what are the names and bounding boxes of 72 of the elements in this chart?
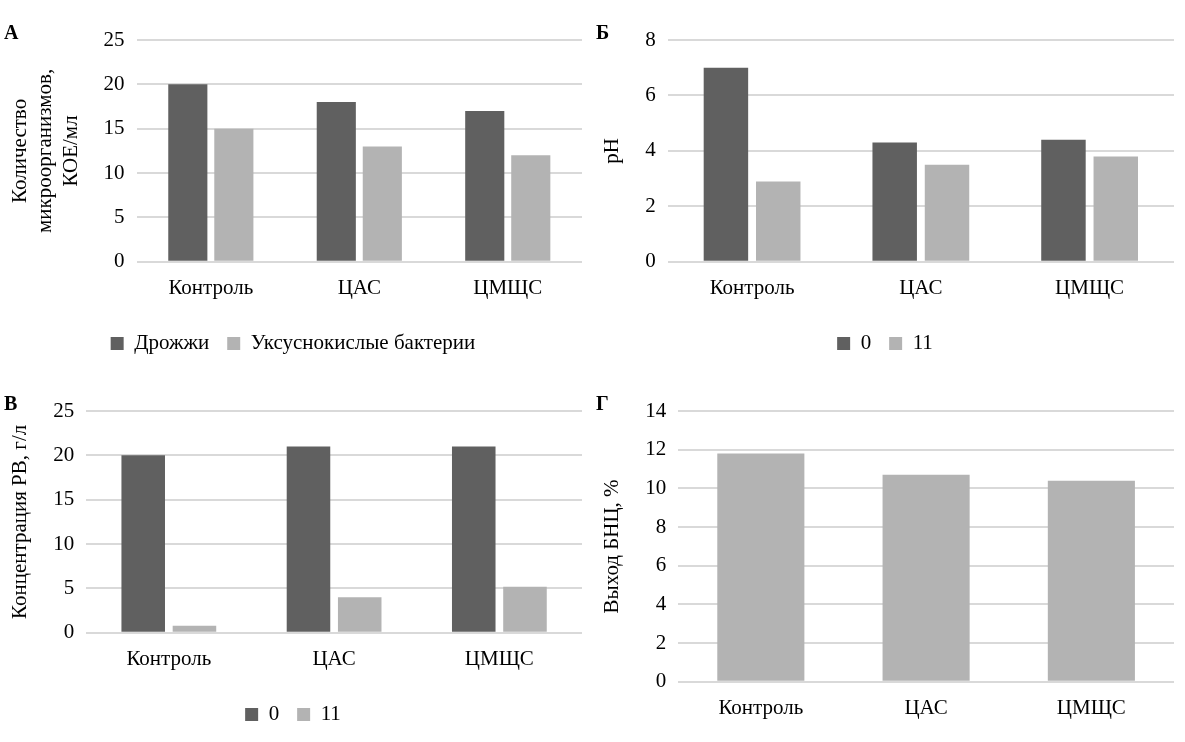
x-tick-label: ЦАС — [899, 274, 943, 299]
x-tick-label: Контроль — [168, 274, 254, 299]
y-tick-label: 2 — [655, 629, 667, 654]
legend-label: 11 — [320, 701, 341, 726]
legend-label: 11 — [912, 330, 933, 355]
bar — [168, 84, 208, 261]
y-axis-title: Выход БНЦ, % — [599, 479, 624, 614]
x-tick-label: ЦМЩС — [464, 645, 534, 670]
chart-title: А — [4, 21, 19, 44]
y-axis-title: Количество микроорганизмов, КОЕ/мл — [7, 68, 82, 233]
y-tick-label: 10 — [103, 159, 125, 184]
x-tick-label: ЦМЩС — [1055, 274, 1125, 299]
y-tick-label: 12 — [645, 436, 667, 461]
bar — [511, 155, 551, 261]
bar — [503, 586, 547, 632]
x-tick-label: ЦАС — [312, 645, 356, 670]
y-tick-label: 0 — [655, 668, 667, 693]
y-tick-label: 20 — [53, 441, 75, 466]
y-axis-title: pH — [599, 138, 624, 164]
y-tick-label: 5 — [114, 203, 125, 228]
bar — [756, 181, 801, 261]
y-tick-label: 20 — [103, 70, 125, 95]
bar — [465, 110, 505, 261]
x-tick-label: ЦМЩС — [1056, 694, 1126, 719]
bar — [214, 128, 254, 261]
bar — [1041, 139, 1086, 261]
y-tick-label: 6 — [645, 81, 656, 106]
y-tick-label: 25 — [103, 26, 125, 51]
bar — [882, 474, 970, 681]
bar — [451, 446, 496, 632]
y-tick-label: 25 — [53, 397, 75, 422]
bar — [121, 455, 165, 632]
y-tick-label: 14 — [645, 397, 667, 422]
bar — [362, 146, 402, 261]
bar — [316, 102, 356, 261]
y-tick-label: 8 — [655, 513, 667, 538]
bar — [872, 142, 917, 261]
bar — [703, 67, 749, 261]
x-tick-label: ЦМЩС — [473, 274, 543, 299]
y-tick-label: 4 — [645, 137, 657, 162]
legend-label: 0 — [860, 330, 872, 355]
x-tick-label: ЦАС — [904, 694, 948, 719]
bar — [1047, 480, 1135, 681]
y-tick-label: 6 — [655, 552, 667, 577]
legend-label: Дрожжи — [134, 330, 210, 355]
y-tick-label: 0 — [63, 619, 75, 644]
bar — [286, 446, 331, 632]
chart-title: В — [4, 392, 18, 415]
y-tick-label: 15 — [53, 486, 75, 511]
y-tick-label: 10 — [645, 474, 667, 499]
legend-label: 0 — [268, 701, 280, 726]
bar — [172, 625, 217, 632]
y-tick-label: 2 — [645, 192, 656, 217]
chart-title: Г — [596, 392, 609, 415]
bar — [1093, 156, 1139, 261]
bar — [337, 597, 382, 632]
y-axis-title: Концентрация РВ, г/л — [7, 424, 32, 620]
y-tick-label: 10 — [53, 530, 75, 555]
x-tick-label: Контроль — [718, 694, 804, 719]
x-tick-label: Контроль — [126, 645, 212, 670]
x-tick-label: Контроль — [709, 274, 795, 299]
y-tick-label: 0 — [645, 248, 656, 273]
bar — [717, 453, 805, 681]
y-tick-label: 0 — [114, 248, 125, 273]
y-tick-label: 5 — [63, 574, 75, 599]
x-tick-label: ЦАС — [337, 274, 381, 299]
y-tick-label: 8 — [645, 26, 656, 51]
legend-label: Уксуснокислые бактерии — [250, 330, 476, 355]
chart-title: Б — [596, 21, 610, 44]
bar — [924, 164, 970, 261]
y-tick-label: 4 — [655, 590, 667, 615]
y-tick-label: 15 — [103, 115, 125, 140]
